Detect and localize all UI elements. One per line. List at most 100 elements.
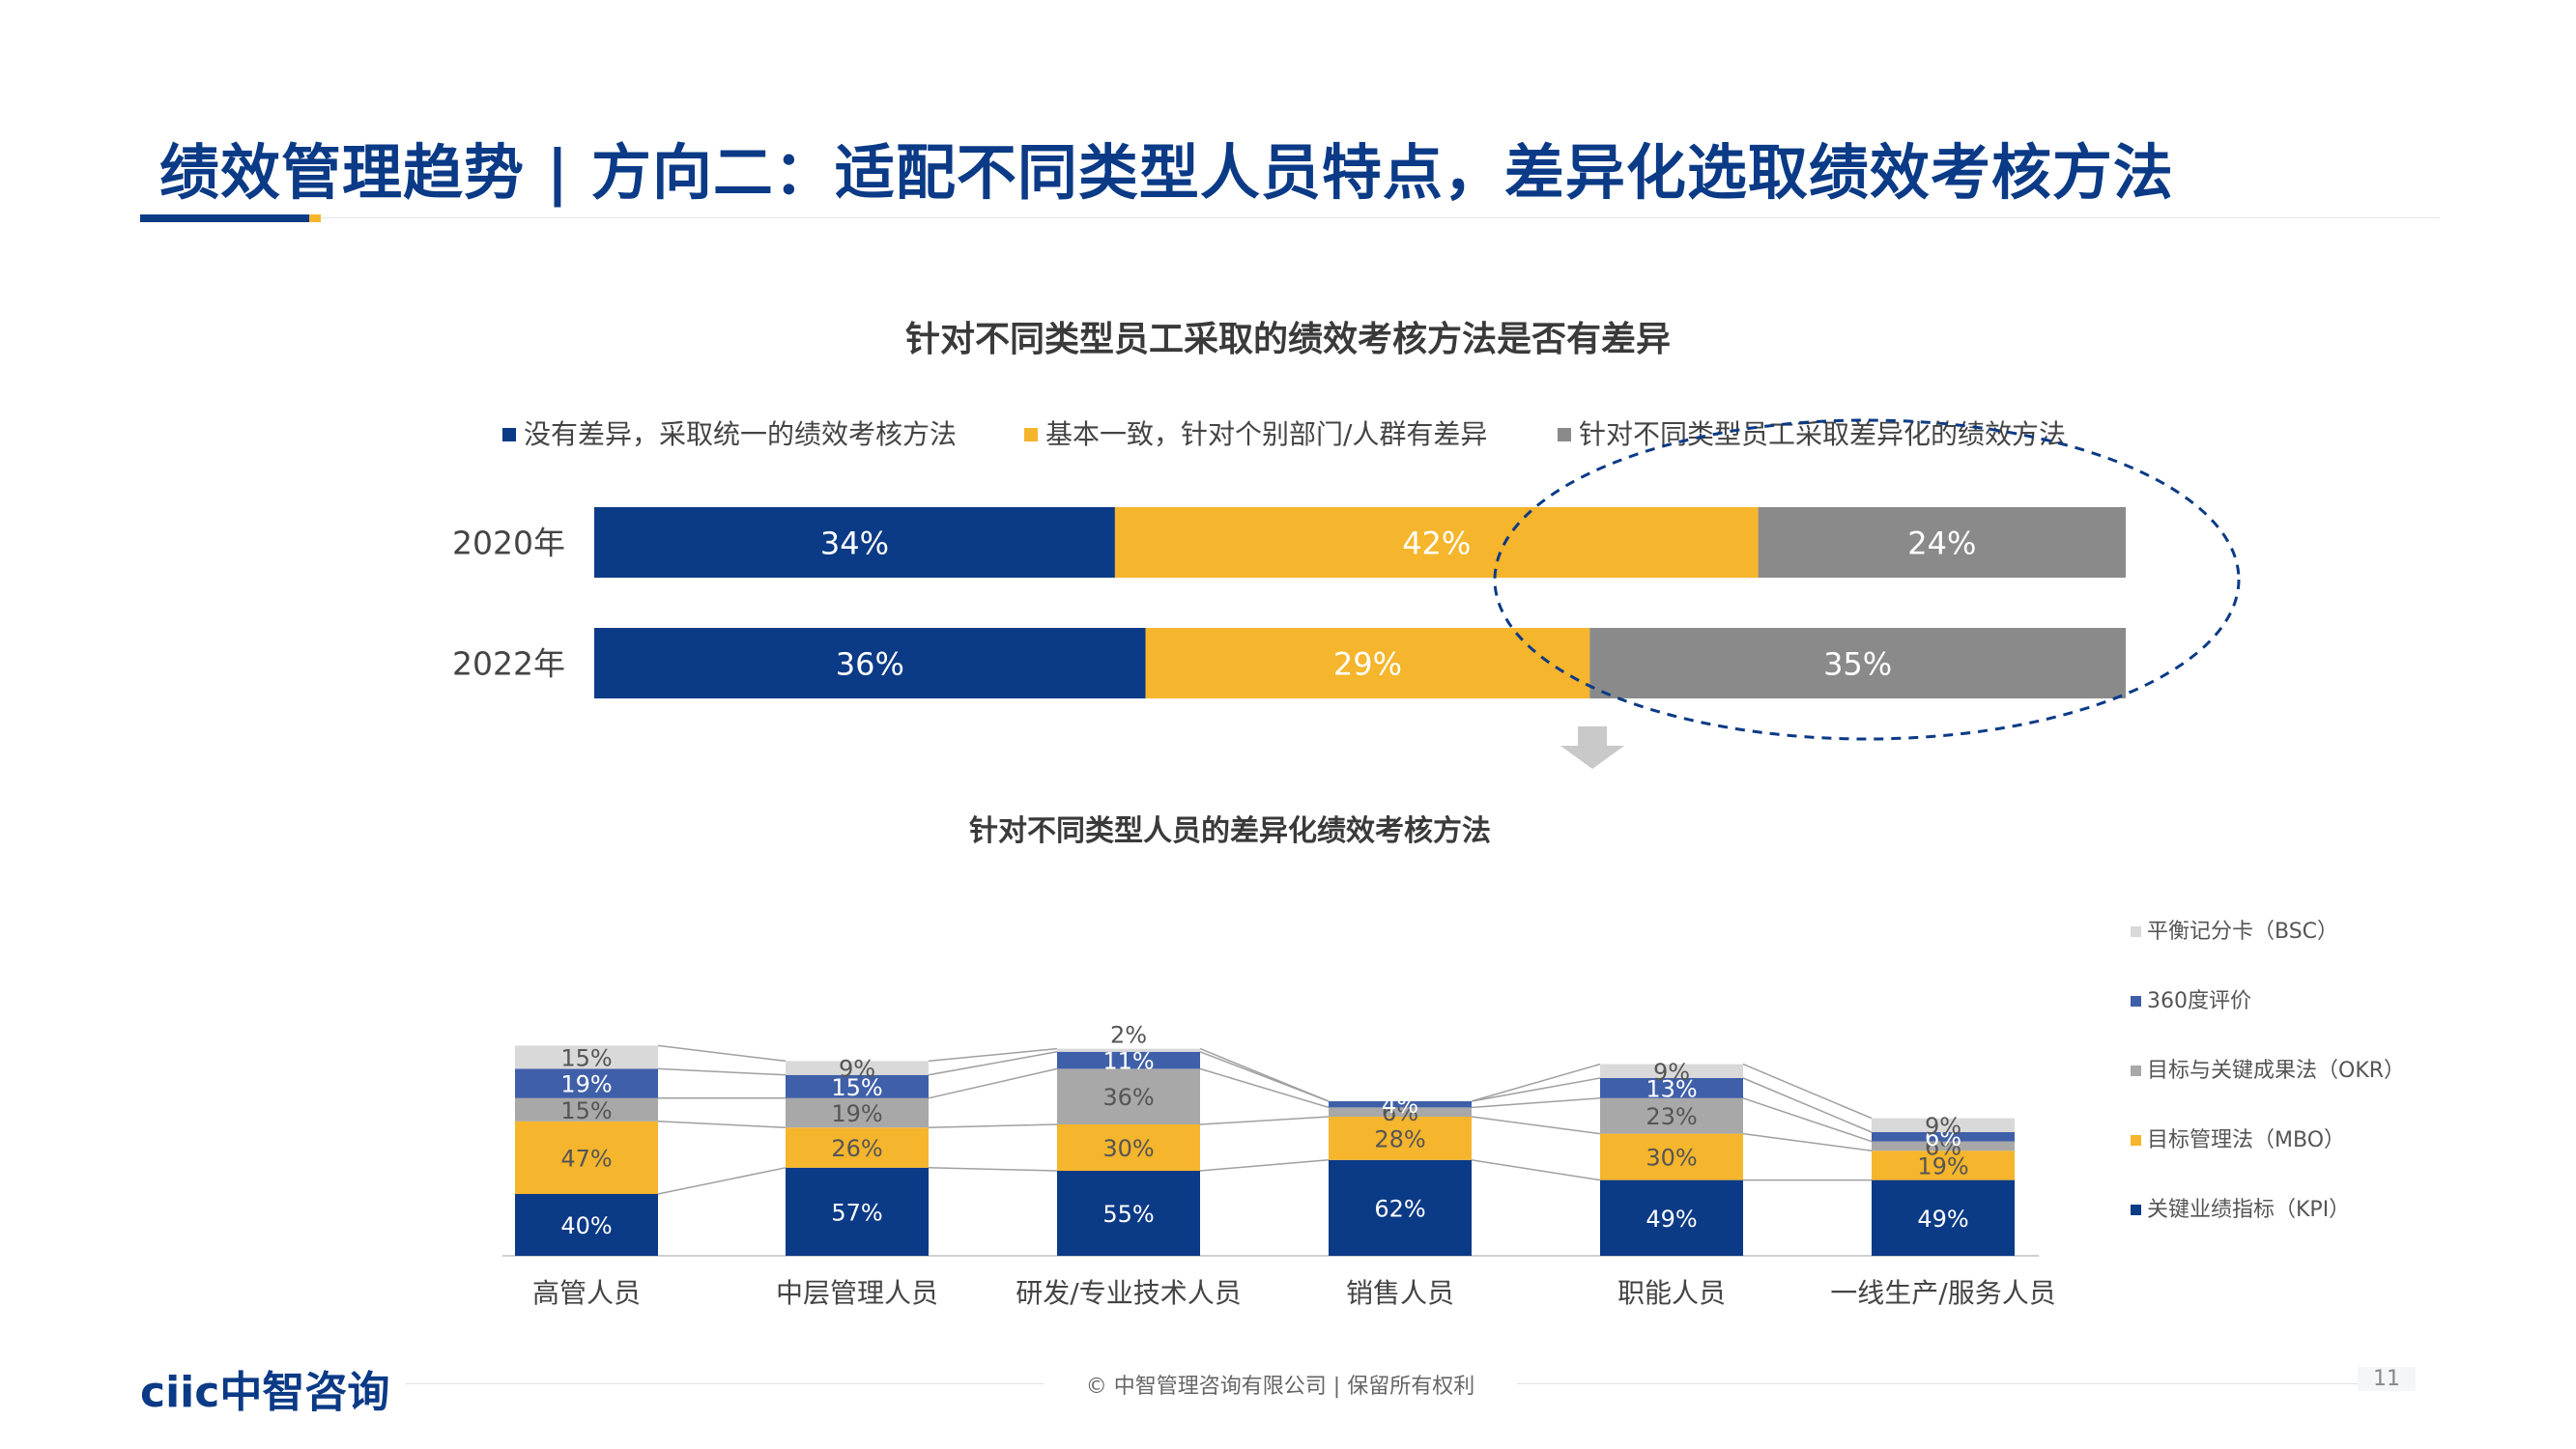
title-divider xyxy=(140,217,2440,218)
column-segment xyxy=(1057,1171,1200,1256)
column-data-label: 57% xyxy=(831,1199,882,1226)
column-category-label: 研发/专业技术人员 xyxy=(1016,1277,1241,1309)
page-number: 11 xyxy=(2358,1367,2416,1391)
legend-swatch xyxy=(2131,926,2141,937)
series-connector-line xyxy=(1742,1077,1873,1133)
column-segment xyxy=(1600,1179,1743,1256)
column-segment xyxy=(1872,1118,2015,1132)
bar-segment xyxy=(1145,628,1590,698)
legend-item-bsc: 平衡记分卡（BSC） xyxy=(2131,914,2338,945)
legend-label: 没有差异，采取统一的绩效考核方法 xyxy=(524,418,958,450)
bar-data-label: 36% xyxy=(836,646,904,683)
bar-segment xyxy=(594,628,1146,698)
column-data-label: 15% xyxy=(831,1074,882,1101)
column-segment xyxy=(786,1127,929,1168)
bar-segment xyxy=(1114,507,1759,578)
column-segment xyxy=(1600,1097,1743,1134)
column-segment xyxy=(1872,1179,2015,1256)
column-data-label: 49% xyxy=(1917,1206,1968,1233)
column-data-label: 15% xyxy=(560,1097,612,1124)
legend-swatch xyxy=(502,428,516,441)
series-connector-line xyxy=(928,1047,1058,1063)
column-segment xyxy=(515,1121,658,1194)
legend-swatch xyxy=(1024,428,1038,441)
bar-category-label: 2022年 xyxy=(452,645,565,683)
bar-data-label: 34% xyxy=(820,526,889,562)
column-data-label: 19% xyxy=(1917,1152,1968,1179)
legend-item-no-difference: 没有差异，采取统一的绩效考核方法 xyxy=(502,413,957,452)
column-segment xyxy=(786,1167,929,1256)
column-segment xyxy=(1057,1124,1200,1171)
column-data-label: 15% xyxy=(560,1044,612,1071)
column-segment xyxy=(1872,1132,2015,1142)
legend-label: 基本一致，针对个别部门/人群有差异 xyxy=(1045,418,1488,450)
column-category-label: 一线生产/服务人员 xyxy=(1830,1277,2055,1309)
column-data-label: 47% xyxy=(560,1145,612,1172)
column-segment xyxy=(1329,1159,1472,1256)
column-data-label: 49% xyxy=(1646,1206,1697,1233)
column-segment xyxy=(1329,1107,1472,1117)
column-data-label: 30% xyxy=(1646,1145,1697,1172)
column-data-label: 4% xyxy=(1382,1092,1418,1119)
series-connector-line xyxy=(1471,1077,1601,1102)
column-segment xyxy=(515,1194,658,1256)
column-segment xyxy=(1057,1051,1200,1069)
chart1-horizontal-stacked-bars: 2020年 34% 42% 24% 2022年 36% 29% 35% xyxy=(452,418,2241,769)
legend-label: 平衡记分卡（BSC） xyxy=(2147,920,2339,944)
column-segment xyxy=(515,1045,658,1069)
series-connector-line xyxy=(1471,1097,1601,1109)
series-connector-line xyxy=(1742,1132,1873,1151)
series-connector-line xyxy=(1742,1097,1873,1143)
column-segment xyxy=(786,1061,929,1075)
column-segment xyxy=(1057,1048,1200,1052)
column-data-label: 19% xyxy=(831,1100,882,1127)
series-connector-line xyxy=(1199,1047,1330,1102)
column-data-label: 9% xyxy=(839,1056,875,1083)
legend-label: 360度评价 xyxy=(2147,989,2251,1013)
legend-swatch xyxy=(2131,1065,2141,1076)
column-data-label: 26% xyxy=(831,1135,882,1162)
series-connector-line xyxy=(657,1167,787,1195)
column-segment xyxy=(1600,1078,1743,1098)
bar-data-label: 35% xyxy=(1823,646,1892,683)
column-segment xyxy=(1872,1151,2015,1180)
column-segment xyxy=(1057,1068,1200,1124)
legend-swatch xyxy=(2131,996,2141,1007)
column-segment xyxy=(515,1068,658,1098)
column-data-label: 40% xyxy=(560,1212,612,1239)
bar-segment xyxy=(1758,507,2126,578)
legend-item-360: 360度评价 xyxy=(2131,983,2251,1014)
highlight-ellipse xyxy=(1493,418,2241,741)
series-connector-line xyxy=(1199,1159,1330,1172)
series-connector-line xyxy=(1471,1116,1601,1135)
legend-item-mbo: 目标管理法（MBO） xyxy=(2131,1122,2345,1153)
down-arrow-icon xyxy=(1560,726,1624,769)
footer-copyright: © 中智管理咨询有限公司 | 保留所有权利 xyxy=(1085,1375,1475,1399)
series-connector-line xyxy=(657,1067,787,1076)
column-data-label: 13% xyxy=(1646,1075,1697,1102)
column-segment xyxy=(1872,1141,2015,1151)
bar-segment xyxy=(1589,628,2126,698)
column-data-label: 2% xyxy=(1110,1022,1147,1049)
bar-data-label: 24% xyxy=(1907,526,1976,562)
bar-data-label: 29% xyxy=(1333,646,1402,683)
chart1-title: 针对不同类型员工采取的绩效考核方法是否有差异 xyxy=(904,320,1671,359)
bar-segment xyxy=(594,507,1115,578)
series-connector-line xyxy=(1199,1116,1330,1125)
chart2-title: 针对不同类型人员的差异化绩效考核方法 xyxy=(969,814,1491,848)
legend-item-okr: 目标与关键成果法（OKR） xyxy=(2131,1053,2405,1084)
column-data-label: 11% xyxy=(1102,1048,1154,1075)
series-connector-line xyxy=(1471,1159,1601,1181)
legend-swatch xyxy=(2131,1205,2141,1215)
column-category-label: 中层管理人员 xyxy=(776,1277,938,1309)
title-accent-bar xyxy=(140,214,309,222)
series-connector-line xyxy=(928,1123,1058,1128)
legend-item-differentiated: 针对不同类型员工采取差异化的绩效方法 xyxy=(1558,413,2066,452)
column-category-label: 高管人员 xyxy=(532,1277,641,1309)
legend-label: 针对不同类型员工采取差异化的绩效方法 xyxy=(1579,418,2067,450)
series-connector-line xyxy=(1199,1067,1330,1109)
column-data-label: 19% xyxy=(560,1071,612,1098)
series-connector-line xyxy=(928,1167,1058,1172)
column-segment xyxy=(786,1097,929,1128)
column-data-label: 23% xyxy=(1646,1103,1697,1130)
